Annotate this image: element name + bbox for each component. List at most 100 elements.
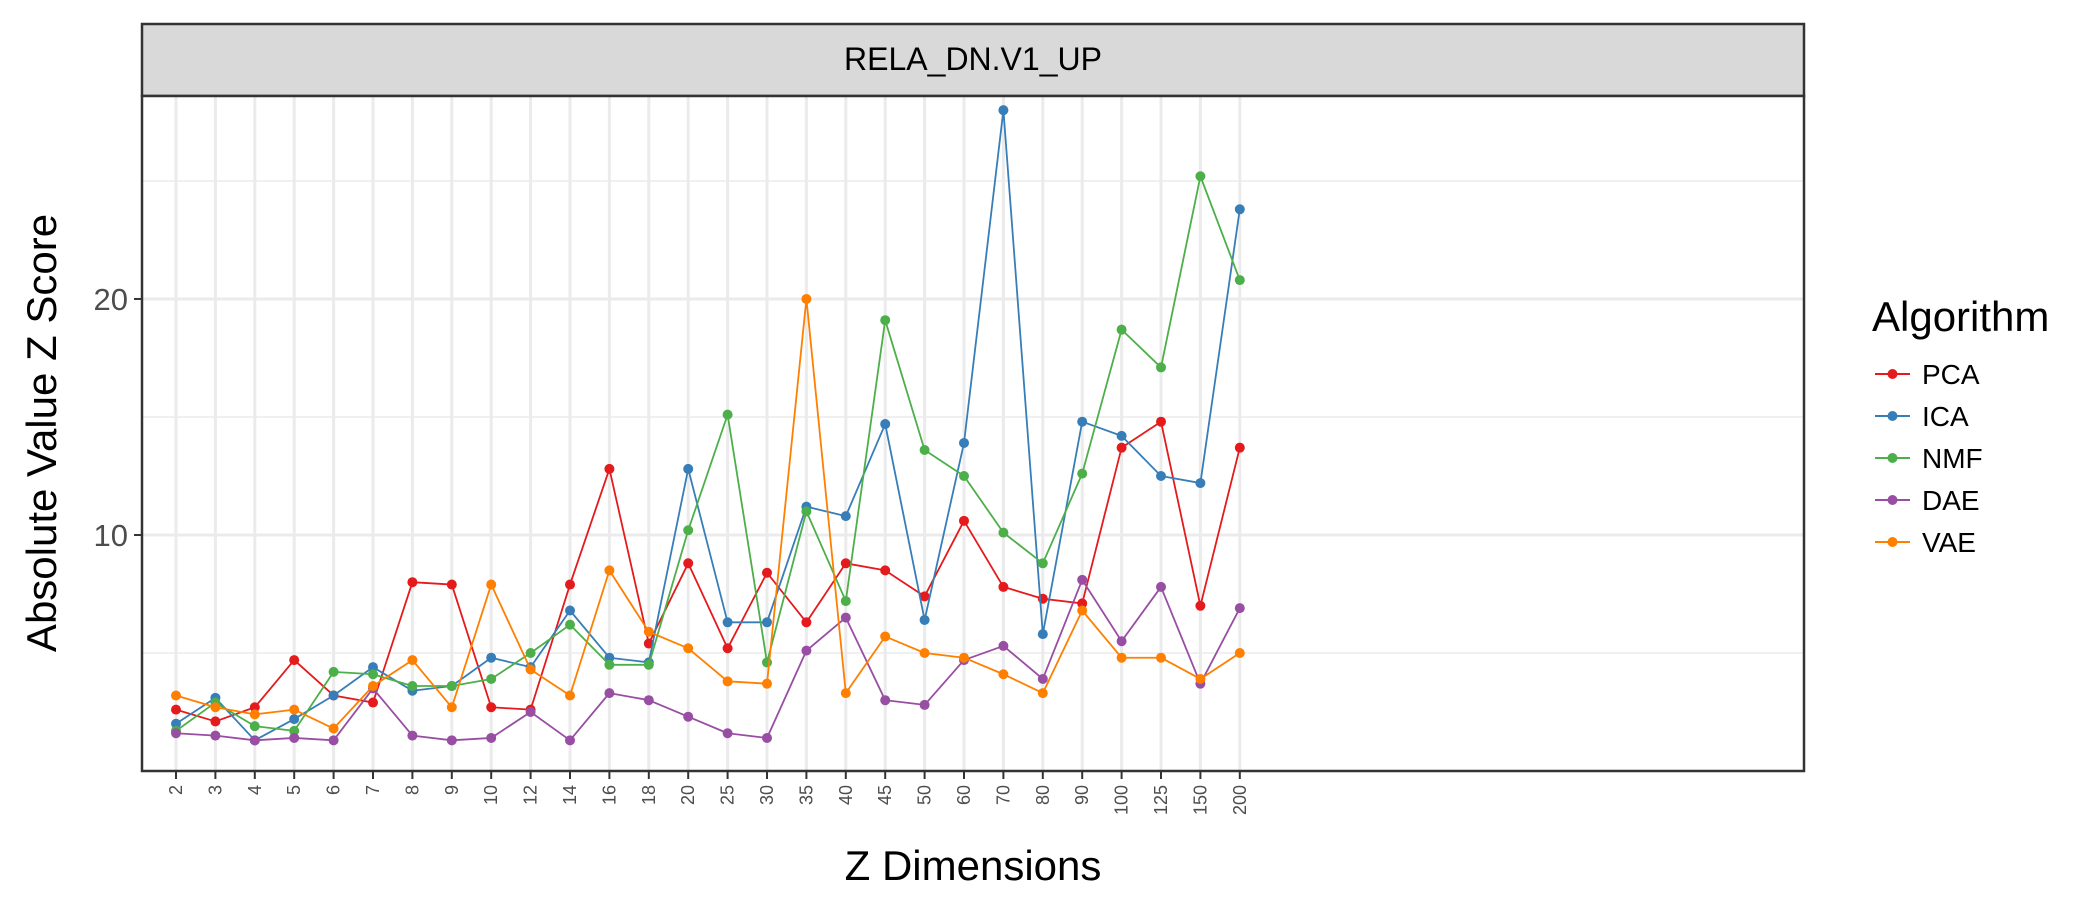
data-point-ica (919, 614, 930, 625)
data-point-dae (1037, 673, 1048, 684)
data-point-nmf (1037, 558, 1048, 569)
y-tick-label: 20 (94, 282, 128, 317)
data-point-pca (1116, 442, 1127, 453)
x-tick-label: 6 (324, 785, 344, 795)
data-point-nmf (919, 445, 930, 456)
data-point-dae (249, 735, 260, 746)
data-point-vae (683, 643, 694, 654)
data-point-ica (1037, 629, 1048, 640)
legend-label: DAE (1922, 485, 1980, 516)
data-point-pca (1156, 416, 1166, 427)
data-point-pca (486, 702, 497, 713)
legend-item-nmf: NMF (1875, 443, 1983, 474)
data-point-ica (959, 437, 969, 448)
x-tick-label: 10 (481, 785, 501, 805)
x-tick-label: 18 (639, 785, 659, 805)
legend-item-dae: DAE (1875, 485, 1980, 516)
legend-key-point (1887, 495, 1898, 505)
data-point-ica (1156, 470, 1166, 481)
data-point-pca (171, 704, 181, 715)
data-point-nmf (1234, 275, 1245, 286)
x-tick-label: 80 (1033, 785, 1053, 805)
data-point-nmf (289, 725, 300, 736)
x-tick-label: 3 (205, 785, 225, 795)
x-tick-label: 100 (1112, 785, 1132, 815)
series-vae (171, 293, 1245, 734)
x-tick-label: 60 (954, 785, 974, 805)
data-point-dae (565, 735, 575, 746)
data-point-vae (919, 647, 930, 658)
data-point-pca (683, 558, 694, 569)
x-tick-label: 45 (875, 785, 895, 805)
data-point-ica (840, 511, 851, 522)
data-point-nmf (762, 657, 772, 668)
data-point-pca (801, 617, 812, 628)
x-axis: 2 3 4 5 6 7 8 9 10 12 14 16 18 20 25 30 35 40 45 50 60 70 80 90… (166, 771, 1250, 815)
data-point-dae (683, 711, 694, 722)
series-line-dae (175, 578, 1241, 742)
data-point-vae (171, 690, 181, 701)
data-point-nmf (643, 659, 654, 670)
data-point-dae (762, 732, 772, 743)
data-point-nmf (249, 721, 260, 732)
data-point-dae (1156, 581, 1166, 592)
data-point-pca (407, 577, 418, 588)
data-point-ica (565, 605, 575, 616)
data-point-vae (840, 688, 851, 699)
data-point-nmf (446, 681, 457, 692)
x-tick-label: 20 (678, 785, 698, 805)
legend-label: ICA (1922, 401, 1969, 432)
data-point-pca (1195, 600, 1206, 611)
data-point-pca (998, 581, 1009, 592)
data-point-dae (880, 695, 891, 706)
data-point-nmf (565, 619, 575, 630)
legend-label: PCA (1922, 359, 1980, 390)
legend-key-point (1887, 369, 1898, 379)
data-point-ica (683, 463, 694, 474)
series-layer (171, 105, 1245, 746)
data-point-nmf (525, 647, 536, 658)
data-point-pca (1077, 598, 1088, 609)
data-point-vae (1037, 688, 1048, 699)
plot-panel (142, 96, 1804, 771)
data-point-vae (368, 681, 378, 692)
data-point-ica (328, 690, 339, 701)
legend-label: VAE (1922, 527, 1976, 558)
data-point-vae (959, 652, 969, 663)
data-point-ica (1195, 478, 1206, 489)
data-point-vae (407, 655, 418, 666)
x-axis-title: Z Dimensions (845, 842, 1102, 889)
legend-label: NMF (1922, 443, 1983, 474)
legend: Algorithm PCA ICA NMF DAE VAE (1872, 293, 2049, 558)
x-tick-label: 35 (796, 785, 816, 805)
data-point-pca (919, 591, 930, 602)
data-point-nmf (604, 659, 615, 670)
data-point-nmf (998, 527, 1009, 538)
data-point-vae (525, 664, 536, 675)
data-point-dae (171, 728, 181, 739)
data-point-dae (801, 645, 812, 656)
data-point-pca (249, 702, 260, 713)
data-point-ica (486, 652, 497, 663)
data-point-dae (604, 688, 615, 699)
data-point-nmf (328, 666, 339, 677)
series-dae (171, 574, 1245, 746)
data-point-nmf (880, 315, 891, 326)
data-point-dae (643, 695, 654, 706)
x-tick-label: 14 (560, 785, 580, 805)
data-point-nmf (1195, 171, 1206, 182)
x-tick-label: 30 (757, 785, 777, 805)
x-tick-label: 40 (836, 785, 856, 805)
panel-border (140, 94, 1806, 773)
data-point-pca (446, 579, 457, 590)
data-point-pca (840, 558, 851, 569)
data-point-vae (565, 690, 575, 701)
data-point-ica (171, 718, 181, 729)
data-point-pca (762, 567, 772, 578)
data-point-pca (210, 716, 221, 727)
x-tick-label: 8 (402, 785, 422, 795)
x-tick-label: 9 (442, 785, 462, 795)
data-point-nmf (959, 470, 969, 481)
legend-item-vae: VAE (1875, 527, 1976, 558)
data-point-dae (446, 735, 457, 746)
